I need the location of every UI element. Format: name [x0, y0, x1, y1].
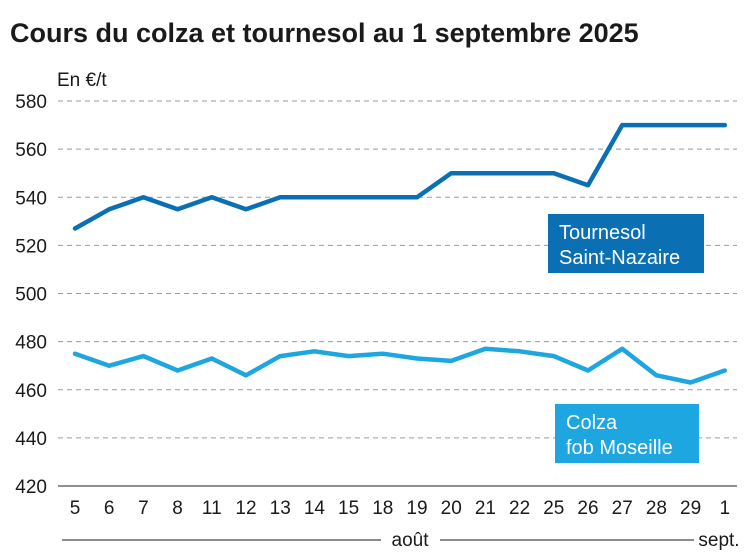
- x-tick-label: 12: [235, 498, 256, 519]
- y-tick-label: 460: [15, 381, 47, 402]
- month-labels: août sept.: [62, 530, 740, 551]
- y-axis-unit: En €/t: [57, 70, 107, 91]
- x-tick-label: 7: [138, 498, 149, 519]
- x-tick-label: 27: [612, 498, 633, 519]
- series-labels: Tournesol Saint-Nazaire Colza fob Moseille: [548, 214, 704, 463]
- series-line-colza: [72, 346, 728, 385]
- x-tick-label: 8: [172, 498, 183, 519]
- label-text-colza: Colza: [566, 412, 618, 434]
- x-tick-label: 13: [270, 498, 291, 519]
- y-axis-ticks: 420 440 460 480 500 520 540 560 580: [15, 92, 47, 498]
- x-tick-label: 15: [338, 498, 359, 519]
- x-tick-label: 28: [646, 498, 667, 519]
- month-label-sept: sept.: [698, 530, 739, 551]
- y-tick-label: 560: [15, 140, 47, 161]
- y-tick-label: 420: [15, 477, 47, 498]
- label-box-colza: [555, 404, 699, 463]
- x-tick-label: 18: [372, 498, 393, 519]
- series-line-tournesol: [72, 122, 728, 231]
- x-tick-label: 14: [304, 498, 326, 519]
- series-lines: [72, 122, 728, 385]
- chart-title: Cours du colza et tournesol au 1 septemb…: [10, 18, 639, 48]
- y-tick-label: 580: [15, 92, 47, 113]
- x-axis-ticks: 5 6 7 8 11 12 13 14 15 18 19 20 21 22 25 26 27 28 29 1: [70, 498, 730, 519]
- x-tick-label: 19: [406, 498, 427, 519]
- gridlines: [58, 100, 737, 487]
- y-tick-label: 540: [15, 188, 47, 209]
- x-tick-label: 29: [680, 498, 701, 519]
- x-tick-label: 1: [720, 498, 731, 519]
- x-tick-label: 26: [577, 498, 598, 519]
- label-box-tournesol: [548, 214, 704, 273]
- month-label-aout: août: [392, 530, 430, 551]
- y-tick-label: 440: [15, 429, 47, 450]
- y-tick-label: 500: [15, 285, 47, 306]
- x-tick-label: 5: [70, 498, 81, 519]
- label-text-tournesol: Saint-Nazaire: [559, 247, 680, 269]
- y-tick-label: 480: [15, 333, 47, 354]
- x-tick-label: 20: [441, 498, 462, 519]
- label-text-tournesol: Tournesol: [559, 222, 646, 244]
- y-tick-label: 520: [15, 236, 47, 257]
- x-tick-label: 21: [475, 498, 496, 519]
- x-tick-label: 22: [509, 498, 530, 519]
- x-tick-label: 6: [104, 498, 115, 519]
- x-tick-label: 25: [543, 498, 564, 519]
- x-tick-label: 11: [202, 498, 222, 519]
- label-text-colza: fob Moseille: [566, 437, 673, 459]
